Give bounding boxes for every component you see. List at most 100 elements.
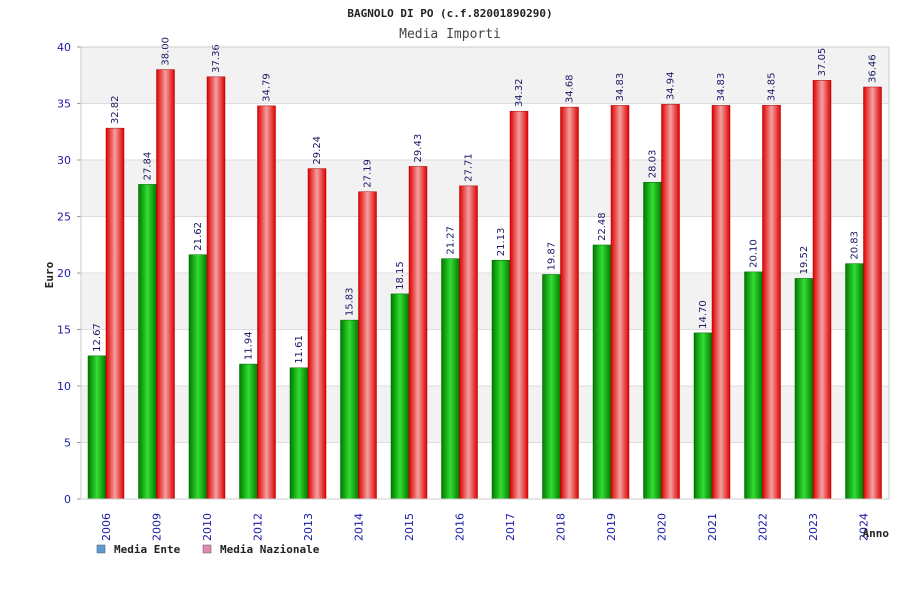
data-label: 12.67 — [92, 323, 103, 352]
data-label: 37.05 — [817, 48, 828, 77]
bar-media-ente — [542, 274, 561, 500]
data-label: 32.82 — [110, 95, 121, 124]
chart-title: BAGNOLO DI PO (c.f.82001890290) — [347, 7, 552, 20]
bar-media-nazionale — [358, 191, 377, 500]
bar-media-ente — [643, 182, 662, 500]
x-tick-label: 2022 — [757, 513, 770, 541]
data-label: 27.71 — [464, 153, 475, 182]
data-label: 34.79 — [262, 73, 273, 102]
bar-media-ente — [845, 263, 864, 500]
x-tick-label: 2021 — [706, 513, 719, 541]
data-label: 11.61 — [294, 335, 305, 364]
legend-label: Media Ente — [114, 543, 181, 556]
legend-label: Media Nazionale — [220, 543, 320, 556]
data-label: 34.85 — [767, 73, 778, 102]
data-label: 14.70 — [698, 300, 709, 329]
data-label: 34.68 — [565, 74, 576, 103]
bar-media-ente — [188, 254, 208, 500]
legend: Media Ente Media Nazionale — [96, 543, 320, 556]
data-label: 22.48 — [597, 212, 608, 241]
x-tick-label: 2017 — [504, 513, 517, 541]
bar-media-ente — [340, 319, 359, 500]
x-tick-label: 2014 — [353, 513, 366, 541]
bar-media-ente — [592, 244, 612, 500]
data-label: 34.83 — [716, 73, 727, 102]
x-tick-label: 2024 — [858, 513, 871, 541]
y-tick-label: 30 — [57, 154, 71, 167]
data-label: 19.87 — [547, 242, 558, 271]
x-tick-label: 2013 — [302, 513, 315, 541]
x-tick-label: 2012 — [252, 513, 265, 541]
bar-media-ente — [744, 271, 763, 500]
bar-media-nazionale — [156, 69, 175, 500]
x-tick-label: 2009 — [151, 513, 164, 541]
data-label: 36.46 — [868, 54, 879, 83]
y-tick-label: 40 — [57, 41, 71, 54]
bar-media-ente — [390, 293, 410, 500]
data-label: 20.10 — [749, 239, 760, 268]
data-label: 38.00 — [161, 37, 172, 66]
bar-media-nazionale — [459, 185, 478, 500]
bar-media-nazionale — [711, 105, 731, 500]
x-tick-label: 2006 — [100, 513, 113, 541]
data-label: 18.15 — [395, 261, 406, 290]
bar-media-nazionale — [206, 76, 226, 500]
x-tick-label: 2010 — [201, 513, 214, 541]
bar-media-nazionale — [661, 103, 680, 500]
plot-border — [80, 46, 890, 500]
bar-media-nazionale — [408, 166, 428, 500]
data-label: 21.27 — [446, 226, 457, 255]
x-axis-label: Anno — [863, 527, 890, 540]
data-label: 29.24 — [312, 136, 323, 165]
y-tick-label: 25 — [57, 211, 71, 224]
x-tick-label: 2023 — [807, 513, 820, 541]
bar-media-nazionale — [812, 80, 832, 500]
bar-media-ente — [87, 355, 107, 500]
bar-media-nazionale — [105, 127, 125, 500]
bar-media-nazionale — [863, 86, 882, 500]
x-tick-label: 2020 — [656, 513, 669, 541]
y-tick-label: 35 — [57, 98, 71, 111]
bar-media-ente — [441, 258, 460, 500]
bar-media-nazionale — [509, 110, 529, 500]
data-label: 34.83 — [615, 73, 626, 102]
y-axis: 0 5 10 15 20 25 30 35 40 — [57, 41, 890, 506]
bar-media-nazionale — [762, 104, 781, 500]
data-label: 20.83 — [850, 231, 861, 260]
legend-swatch-media-ente — [96, 544, 106, 554]
y-axis-label: Euro — [43, 261, 56, 288]
bar-media-ente — [289, 367, 309, 500]
data-label: 11.94 — [244, 331, 255, 360]
bar-media-ente — [239, 363, 258, 500]
x-tick-label: 2019 — [605, 513, 618, 541]
bar-media-ente — [491, 259, 511, 500]
y-tick-label: 5 — [64, 437, 71, 450]
bars — [87, 69, 882, 500]
data-labels: 12.67 32.82 27.84 38.00 21.62 37.36 11.94 34.79… — [92, 37, 879, 364]
bar-media-ente — [138, 184, 157, 500]
y-tick-label: 15 — [57, 324, 71, 337]
x-tick-label: 2015 — [403, 513, 416, 541]
y-tick-label: 10 — [57, 380, 71, 393]
data-label: 29.43 — [413, 134, 424, 163]
data-label: 28.03 — [648, 150, 659, 179]
bar-media-nazionale — [560, 106, 579, 500]
data-label: 37.36 — [211, 44, 222, 73]
bar-media-ente — [794, 278, 814, 500]
data-label: 27.19 — [363, 159, 374, 188]
legend-swatch-media-nazionale — [202, 544, 212, 554]
data-label: 19.52 — [799, 246, 810, 275]
data-label: 21.13 — [496, 228, 507, 257]
data-label: 27.84 — [143, 152, 154, 181]
bar-media-ente — [693, 332, 713, 500]
data-label: 15.83 — [345, 287, 356, 316]
x-tick-label: 2018 — [555, 513, 568, 541]
data-label: 34.94 — [666, 72, 677, 101]
y-tick-label: 20 — [57, 267, 71, 280]
bar-media-nazionale — [307, 168, 327, 500]
bar-media-nazionale — [610, 105, 630, 500]
chart-subtitle: Media Importi — [399, 27, 501, 42]
x-tick-label: 2016 — [454, 513, 467, 541]
data-label: 34.32 — [514, 79, 525, 108]
